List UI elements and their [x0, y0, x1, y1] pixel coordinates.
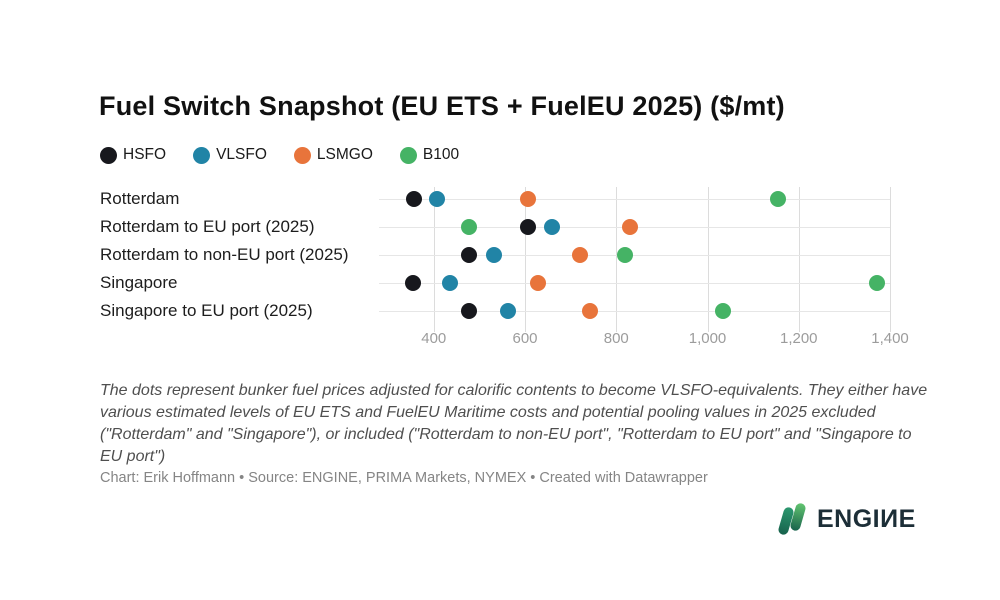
data-point-lsmgo[interactable]: [571, 247, 588, 263]
x-gridline: [707, 187, 709, 332]
x-axis-tick-label: 1,000: [688, 330, 727, 347]
engine-logo-wordmark: ENGIИE: [817, 504, 916, 533]
x-axis-tick-label: 600: [512, 330, 538, 347]
category-label: Rotterdam: [100, 189, 180, 208]
category-gridline: [379, 199, 890, 200]
data-point-vlsfo[interactable]: [499, 303, 516, 319]
x-gridline: [433, 187, 435, 332]
x-axis-tick-label: 800: [603, 330, 629, 347]
category-label: Rotterdam to non-EU port (2025): [100, 245, 349, 264]
data-point-hsfo[interactable]: [405, 275, 422, 291]
legend-label: LSMGO: [316, 146, 373, 163]
engine-logo: ENGIИE: [777, 501, 916, 537]
legend-swatch-icon: [193, 146, 211, 164]
legend-item-b100: B100: [399, 146, 460, 164]
legend-item-vlsfo: VLSFO: [193, 146, 267, 164]
credit-line: Chart: Erik Hoffmann • Source: ENGINE, P…: [100, 470, 708, 486]
data-point-lsmgo[interactable]: [519, 191, 536, 207]
x-axis-tick-label: 400: [421, 330, 447, 347]
x-axis-tick-label: 1,200: [779, 330, 818, 347]
legend-label: B100: [422, 146, 460, 163]
legend-label: VLSFO: [216, 146, 267, 163]
data-point-vlsfo[interactable]: [544, 219, 561, 235]
category-gridline: [379, 255, 890, 256]
data-point-vlsfo[interactable]: [485, 247, 502, 263]
legend-item-lsmgo: LSMGO: [293, 146, 373, 164]
data-point-vlsfo[interactable]: [441, 275, 458, 291]
data-point-hsfo[interactable]: [406, 191, 423, 207]
logo-blade-right: [789, 502, 807, 532]
data-point-lsmgo[interactable]: [622, 219, 639, 235]
legend-swatch-icon: [399, 146, 417, 164]
data-point-b100[interactable]: [715, 303, 732, 319]
x-gridline: [890, 187, 891, 332]
x-gridline: [525, 187, 526, 332]
data-point-b100[interactable]: [460, 219, 477, 235]
legend-swatch-icon: [293, 146, 311, 164]
x-gridline: [616, 187, 618, 332]
x-axis-tick-label: 1,400: [871, 330, 909, 347]
category-label: Rotterdam to EU port (2025): [100, 217, 315, 236]
footnote-text: The dots represent bunker fuel prices ad…: [100, 382, 928, 465]
category-gridline: [379, 283, 890, 284]
category-label: Singapore: [100, 273, 178, 292]
legend-label: HSFO: [123, 146, 167, 163]
engine-logo-icon: [777, 501, 810, 537]
data-point-vlsfo[interactable]: [429, 191, 446, 207]
data-point-lsmgo[interactable]: [530, 275, 547, 291]
data-point-b100[interactable]: [770, 191, 787, 207]
data-point-lsmgo[interactable]: [581, 303, 598, 319]
data-point-b100[interactable]: [617, 247, 634, 263]
data-point-hsfo[interactable]: [461, 303, 478, 319]
data-point-hsfo[interactable]: [520, 219, 537, 235]
chart-title: Fuel Switch Snapshot (EU ETS + FuelEU 20…: [99, 91, 785, 121]
x-gridline: [798, 187, 800, 332]
data-point-b100[interactable]: [868, 275, 885, 291]
plot-area: 400 600 800 1,000 1,200 1,400: [379, 187, 909, 347]
legend-swatch-icon: [100, 146, 117, 164]
data-point-hsfo[interactable]: [461, 247, 478, 263]
category-gridline: [379, 311, 890, 312]
category-label: Singapore to EU port (2025): [100, 301, 313, 320]
legend: HSFO VLSFO LSMGO B100: [100, 146, 459, 164]
legend-item-hsfo: HSFO: [100, 146, 166, 164]
